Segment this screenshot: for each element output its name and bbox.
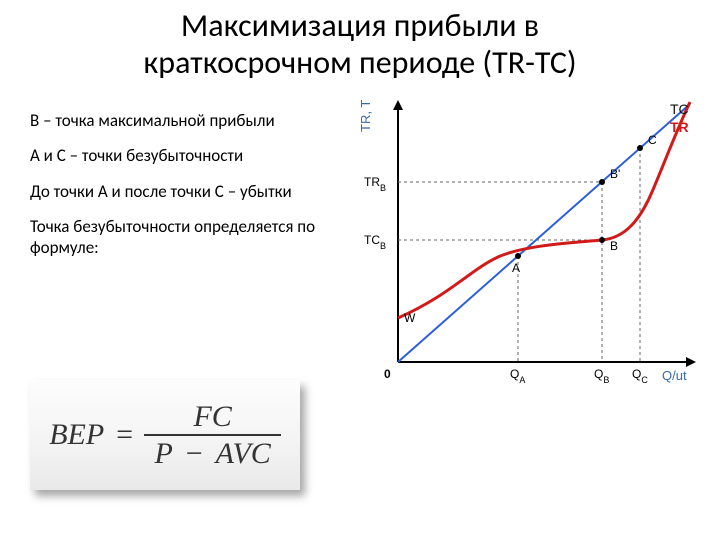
- title-line-2: краткосрочном периоде (TR-TC): [143, 43, 576, 82]
- para-loss: До точки А и после точки С – убытки: [30, 181, 330, 202]
- formula-numerator: FC: [183, 401, 241, 435]
- svg-text:TR: TR: [670, 119, 689, 135]
- svg-text:QA: QA: [510, 367, 525, 385]
- title-line-1: Максимизация прибыли в: [181, 6, 539, 45]
- svg-text:A: A: [512, 261, 520, 275]
- svg-text:QB: QB: [594, 367, 609, 385]
- formula-eq: =: [114, 418, 134, 452]
- den-minus: −: [186, 437, 203, 470]
- tr-tc-chart: TR, TC Q/ut 0 A B B' C W TRB TCB QA QB QC TR TC: [350, 100, 700, 400]
- svg-text:B: B: [610, 239, 618, 253]
- svg-text:Q/ut: Q/ut: [662, 368, 687, 383]
- svg-text:TCB: TCB: [364, 233, 386, 251]
- svg-text:TR, TC: TR, TC: [358, 100, 373, 132]
- den-avc: AVC: [216, 437, 271, 470]
- body-text: В – точка максимальной прибыли А и С – т…: [30, 110, 330, 272]
- formula-box: BEP = FC P − AVC: [30, 380, 300, 490]
- svg-text:W: W: [404, 311, 416, 325]
- formula-fraction: FC P − AVC: [144, 401, 280, 470]
- formula-lhs: BEP: [49, 418, 104, 452]
- para-bep: Точка безубыточности определяется по фор…: [30, 216, 330, 259]
- den-p: P: [154, 437, 172, 470]
- para-ac: А и С – точки безубыточности: [30, 145, 330, 166]
- svg-text:TRB: TRB: [364, 175, 386, 193]
- svg-text:0: 0: [384, 367, 391, 381]
- svg-text:C: C: [648, 133, 657, 147]
- svg-text:B': B': [610, 167, 620, 181]
- svg-text:QC: QC: [632, 367, 648, 385]
- formula-denominator: P − AVC: [144, 434, 280, 470]
- slide-title: Максимизация прибыли в краткосрочном пер…: [0, 8, 720, 82]
- bep-formula: BEP = FC P − AVC: [49, 401, 281, 470]
- svg-text:TC: TC: [670, 101, 689, 117]
- para-b: В – точка максимальной прибыли: [30, 110, 330, 131]
